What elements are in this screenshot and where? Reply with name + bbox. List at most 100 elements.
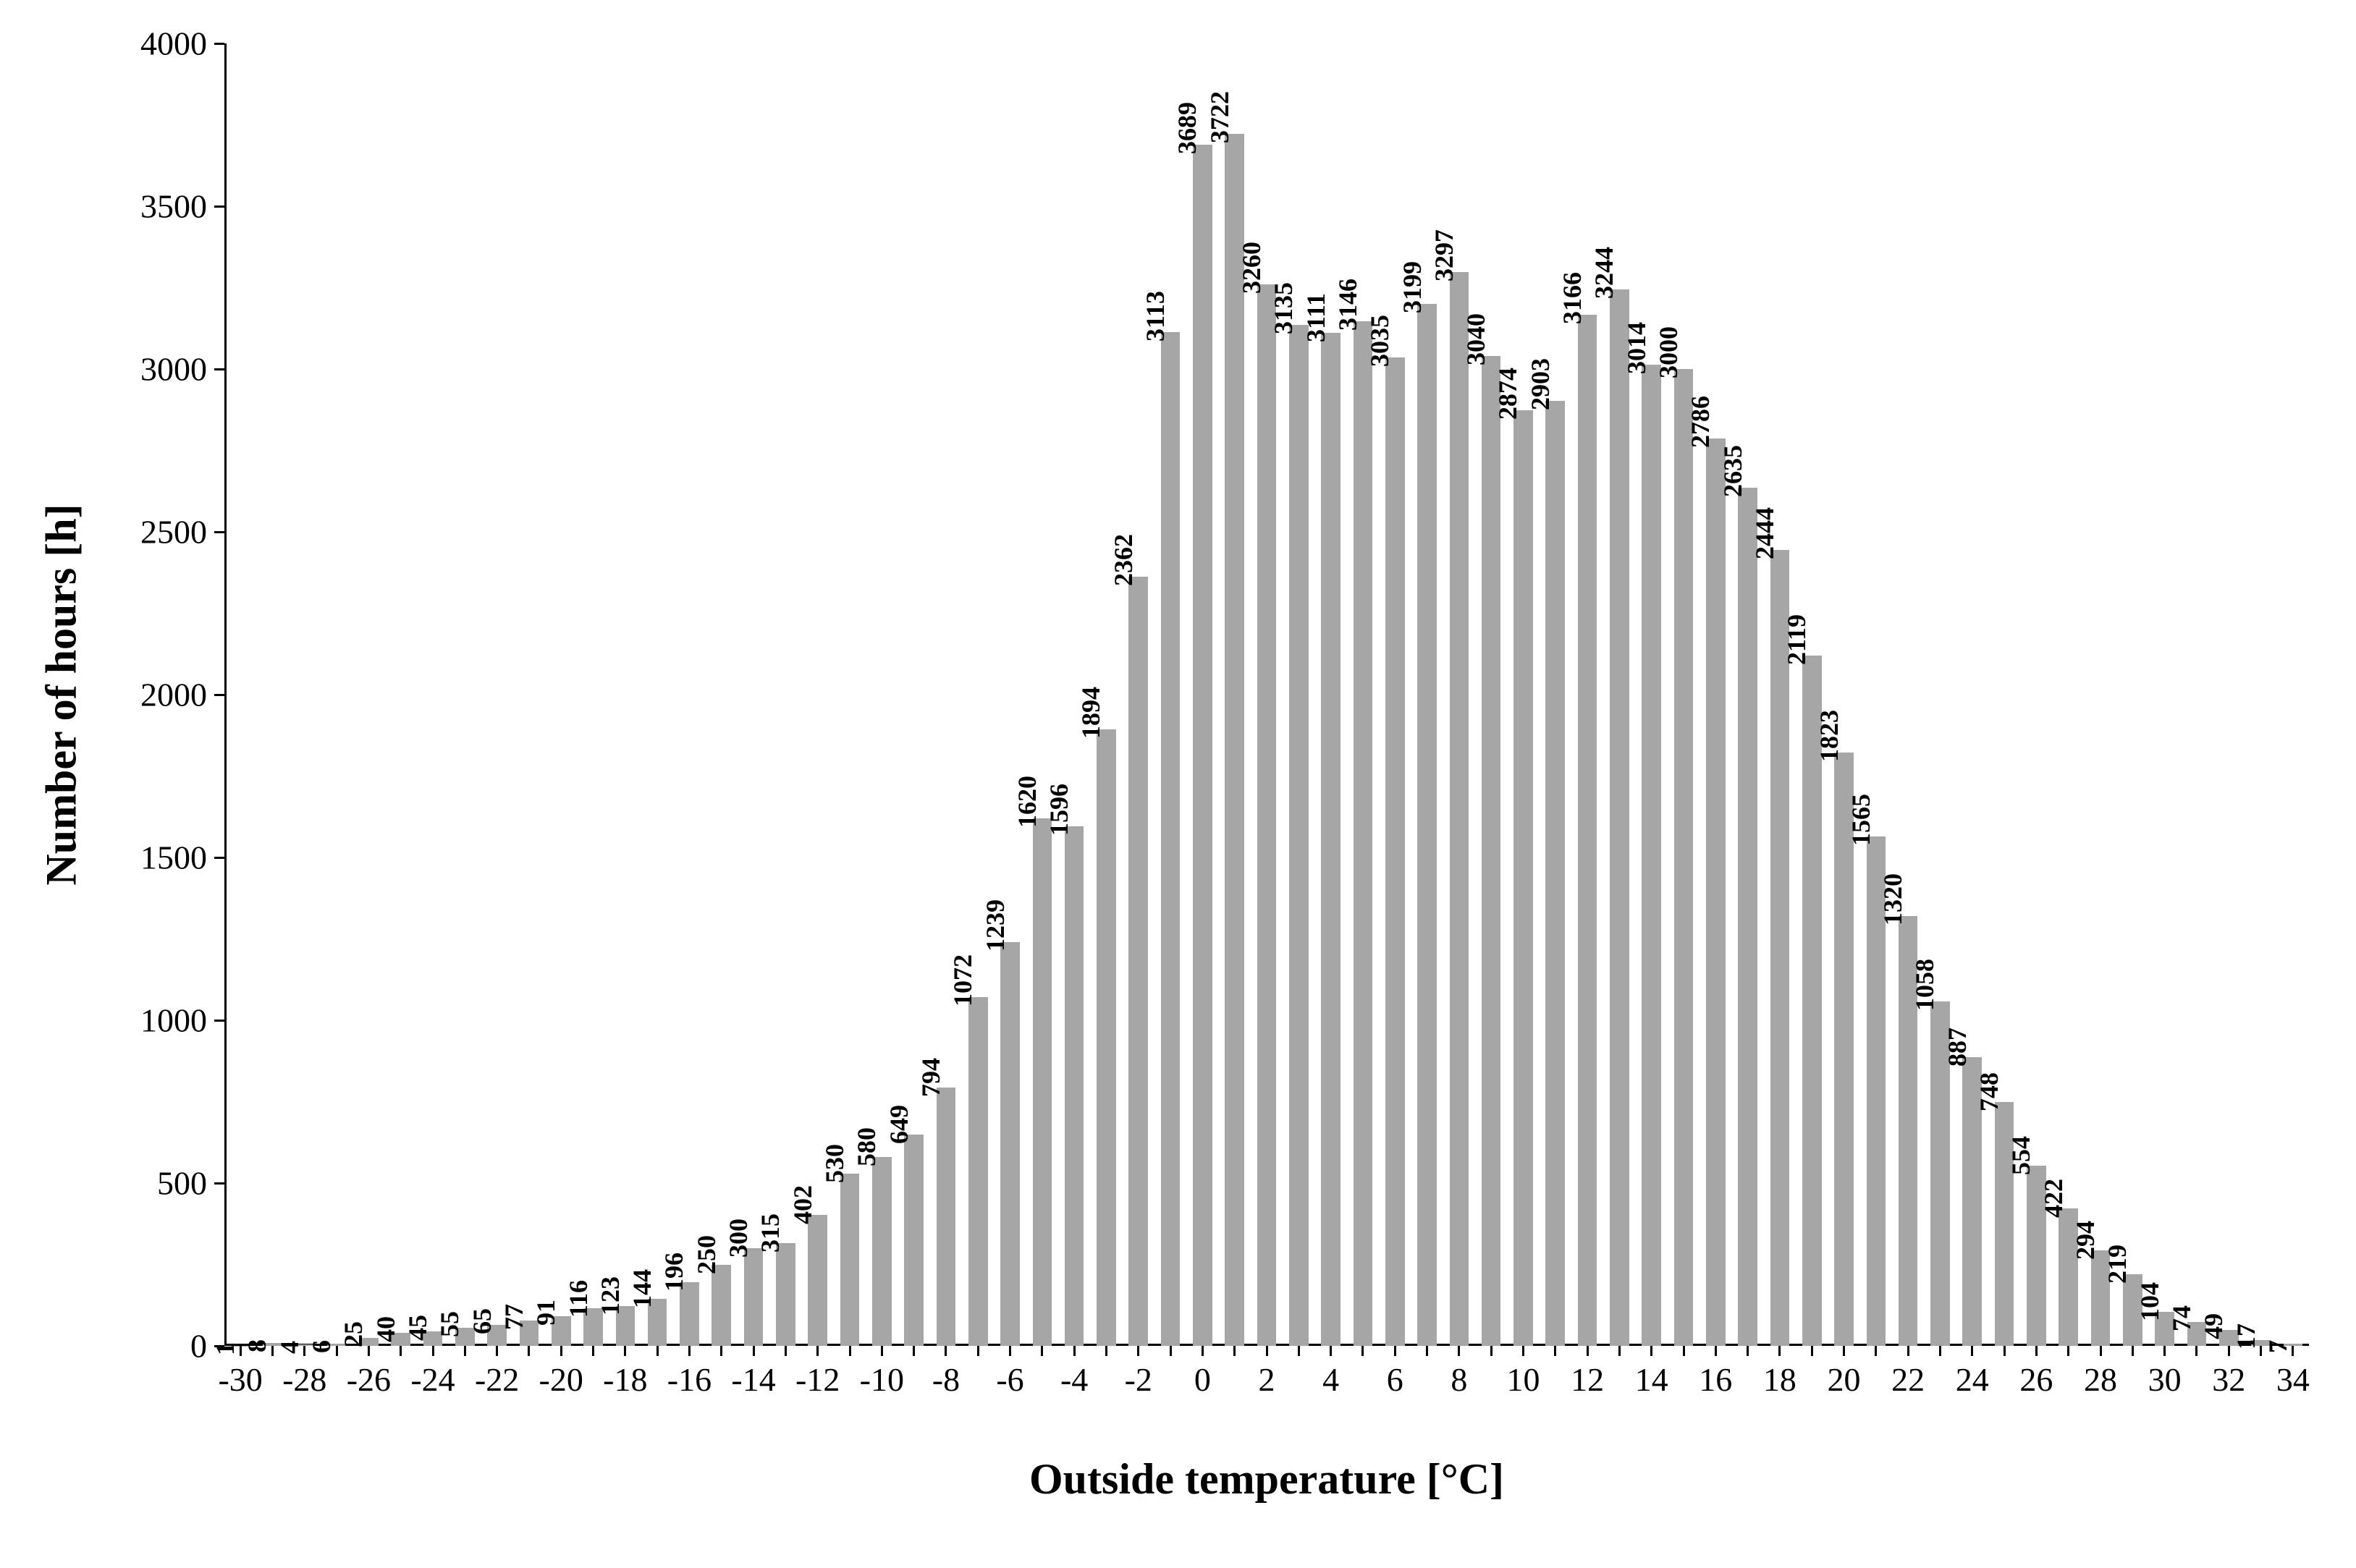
y-tick-mark	[214, 368, 224, 370]
bar-value-label: 1823	[1814, 710, 1844, 762]
bar-value-label: 3722	[1204, 91, 1235, 143]
x-tick-label: -10	[860, 1360, 904, 1399]
x-tick-mark	[2004, 1346, 2006, 1356]
x-tick-label: 8	[1451, 1360, 1467, 1399]
y-tick-mark	[214, 1020, 224, 1022]
bar-value-label: 3040	[1461, 313, 1491, 365]
bar-value-label: 8	[242, 1339, 272, 1352]
x-tick-mark	[1458, 1346, 1460, 1356]
bar-value-label: 65	[467, 1308, 497, 1334]
bar	[1513, 410, 1533, 1346]
bar-value-label: 104	[2135, 1282, 2165, 1321]
bar-value-label: 2362	[1108, 534, 1139, 586]
x-tick-mark	[1554, 1346, 1556, 1356]
bar	[680, 1282, 699, 1346]
x-tick-mark	[1683, 1346, 1685, 1356]
bar-value-label: 887	[1942, 1027, 1972, 1067]
bar-value-label: 2444	[1749, 507, 1780, 559]
x-tick-mark	[2260, 1346, 2262, 1356]
x-tick-mark	[336, 1346, 338, 1356]
bar-value-label: 402	[788, 1185, 818, 1224]
x-tick-label: -20	[539, 1360, 583, 1399]
bar-value-label: 3135	[1268, 282, 1299, 334]
x-tick-mark	[1009, 1346, 1011, 1356]
bar-value-label: 2786	[1685, 396, 1715, 448]
x-tick-mark	[1137, 1346, 1139, 1356]
bar	[1161, 332, 1181, 1346]
bar	[1738, 488, 1757, 1346]
x-tick-mark	[1747, 1346, 1749, 1356]
y-tick-mark	[214, 1182, 224, 1185]
x-tick-mark	[2195, 1346, 2197, 1356]
bar	[1289, 325, 1309, 1346]
bar-value-label: 530	[819, 1144, 850, 1183]
bar-value-label: 40	[371, 1316, 401, 1342]
bar-value-label: 1596	[1044, 784, 1074, 836]
x-tick-mark	[1266, 1346, 1268, 1356]
bar-value-label: 1239	[980, 899, 1010, 952]
bar	[1321, 333, 1340, 1346]
x-tick-mark	[1233, 1346, 1236, 1356]
bar-value-label: 2635	[1718, 445, 1748, 497]
x-tick-label: -6	[996, 1360, 1023, 1399]
x-tick-mark	[913, 1346, 915, 1356]
x-tick-mark	[1170, 1346, 1172, 1356]
bar	[1000, 942, 1020, 1346]
x-tick-label: 20	[1828, 1360, 1861, 1399]
bar	[968, 997, 988, 1346]
bar	[1706, 438, 1726, 1346]
x-tick-mark	[720, 1346, 722, 1356]
bar-value-label: 1565	[1846, 794, 1876, 846]
x-tick-mark	[849, 1346, 851, 1356]
bar-value-label: 55	[434, 1311, 465, 1337]
bar	[904, 1135, 924, 1346]
bar-value-label: 748	[1974, 1072, 2004, 1111]
x-tick-label: 24	[1956, 1360, 1989, 1399]
x-tick-label: -18	[603, 1360, 647, 1399]
bar-value-label: 45	[402, 1315, 433, 1341]
x-tick-label: 12	[1571, 1360, 1604, 1399]
y-tick-label: 1000	[91, 1001, 207, 1040]
x-tick-label: -22	[475, 1360, 519, 1399]
x-tick-mark	[560, 1346, 562, 1356]
y-tick-label: 3500	[91, 187, 207, 226]
x-tick-label: -4	[1060, 1360, 1088, 1399]
y-tick-label: 500	[91, 1164, 207, 1203]
y-tick-label: 3000	[91, 350, 207, 389]
x-tick-mark	[1426, 1346, 1428, 1356]
bar-value-label: 91	[531, 1300, 561, 1326]
bar	[872, 1157, 892, 1346]
bar-value-label: 3260	[1236, 242, 1267, 294]
x-tick-label: 14	[1635, 1360, 1668, 1399]
y-tick-mark	[214, 531, 224, 533]
x-tick-mark	[977, 1346, 979, 1356]
y-axis-line	[224, 43, 227, 1346]
bar-value-label: 3113	[1140, 291, 1170, 342]
bar-value-label: 3166	[1557, 272, 1587, 324]
bar-value-label: 3689	[1172, 102, 1202, 154]
bar-value-label: 1072	[947, 954, 978, 1007]
bar-value-label: 6	[306, 1340, 337, 1353]
bar-value-label: 3111	[1301, 293, 1331, 342]
bar-value-label: 2119	[1781, 614, 1812, 665]
x-tick-label: 32	[2212, 1360, 2245, 1399]
bar	[1674, 369, 1694, 1346]
x-tick-label: 2	[1259, 1360, 1275, 1399]
y-tick-mark	[214, 694, 224, 696]
bar-value-label: 3000	[1653, 326, 1684, 378]
bar-value-label: 580	[851, 1127, 882, 1166]
x-tick-label: 26	[2019, 1360, 2053, 1399]
y-tick-mark	[214, 205, 224, 208]
y-tick-mark	[214, 43, 224, 45]
x-tick-mark	[624, 1346, 626, 1356]
bar-value-label: 554	[2006, 1136, 2036, 1175]
x-tick-mark	[1618, 1346, 1621, 1356]
bar-value-label: 3035	[1364, 315, 1395, 367]
bar-value-label: 3244	[1589, 247, 1619, 299]
x-tick-mark	[2228, 1346, 2230, 1356]
bar-value-label: 123	[595, 1276, 625, 1315]
bar-value-label: 7	[2263, 1340, 2293, 1353]
bar	[1482, 356, 1501, 1346]
x-tick-mark	[1041, 1346, 1043, 1356]
bar	[840, 1174, 860, 1347]
